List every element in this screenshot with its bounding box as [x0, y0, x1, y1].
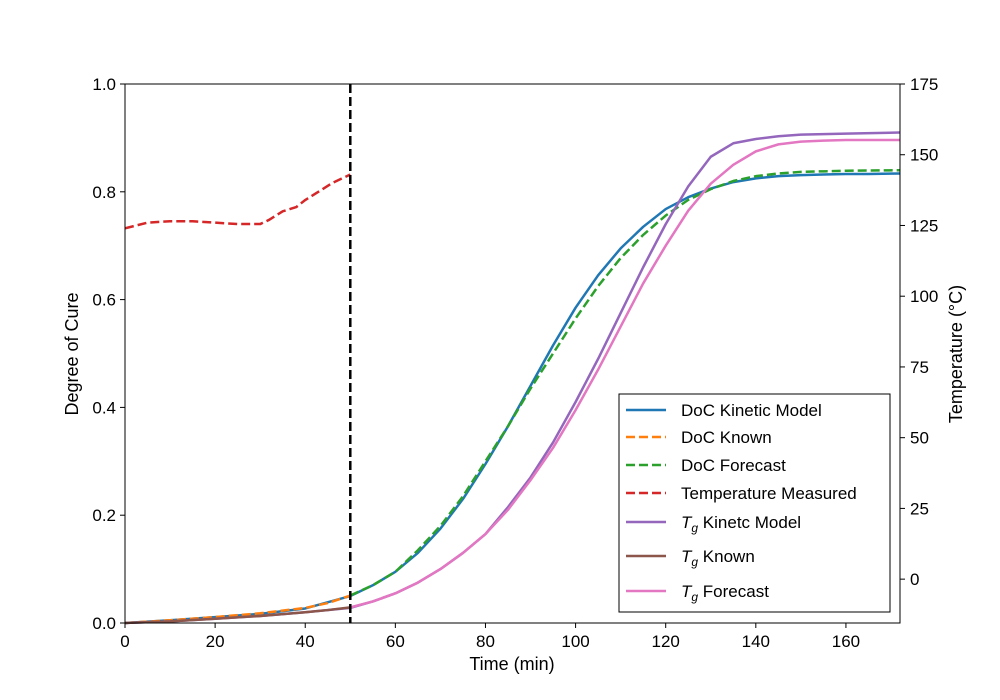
y-right-tick-label: 50 [910, 429, 929, 448]
y-tick-label: 0.6 [92, 291, 116, 310]
axes-layer: 0 20 40 60 80 100 120 140 160 0.0 0.2 0.4 0.6 0.8 1.0 0… [92, 75, 938, 651]
x-tick-label: 100 [561, 632, 589, 651]
x-axis-label: Time (min) [469, 654, 554, 674]
series-line-2 [349, 168, 901, 597]
series-line-1 [124, 594, 351, 625]
x-tick-label: 0 [120, 632, 129, 651]
y-right-tick-label: 125 [910, 216, 938, 235]
y-right-tick-label: 75 [910, 358, 929, 377]
y-tick-label: 1.0 [92, 75, 116, 94]
series-line-3 [124, 173, 351, 230]
legend-label-2: DoC Forecast [681, 456, 786, 475]
y-right-tick-label: 175 [910, 75, 938, 94]
x-tick-label: 140 [742, 632, 770, 651]
y-tick-label: 0.0 [92, 614, 116, 633]
y-axis-right-label: Temperature (°C) [946, 285, 966, 423]
legend-label-1: DoC Known [681, 428, 772, 447]
legend-box [618, 393, 891, 613]
legend-label-5: Tg Known [681, 547, 755, 569]
series-line-6 [349, 138, 900, 609]
y-right-tick-label: 0 [910, 570, 919, 589]
x-tick-label: 40 [296, 632, 315, 651]
legend-label-0: DoC Kinetic Model [681, 401, 822, 420]
y-axis-label: Degree of Cure [62, 292, 82, 415]
y-right-tick-label: 25 [910, 499, 929, 518]
legend-label-4: Tg Kinetc Model [681, 513, 801, 535]
x-tick-label: 160 [832, 632, 860, 651]
y-tick-label: 0.8 [92, 183, 116, 202]
series-layer [124, 131, 901, 625]
series-line-0 [124, 172, 901, 625]
x-tick-label: 20 [206, 632, 225, 651]
x-tick-label: 80 [476, 632, 495, 651]
legend: DoC Kinetic Model DoC Known DoC Forecast Te… [618, 393, 891, 613]
x-tick-label: 60 [386, 632, 405, 651]
y-tick-label: 0.4 [92, 398, 116, 417]
series-line-5 [124, 606, 351, 625]
y-right-tick-label: 100 [910, 287, 938, 306]
legend-label-3: Temperature Measured [681, 484, 857, 503]
x-tick-label: 120 [652, 632, 680, 651]
plot-frame [124, 83, 901, 624]
y-right-tick-label: 150 [910, 146, 938, 165]
y-tick-label: 0.2 [92, 506, 116, 525]
legend-label-6: Tg Forecast [681, 582, 769, 604]
